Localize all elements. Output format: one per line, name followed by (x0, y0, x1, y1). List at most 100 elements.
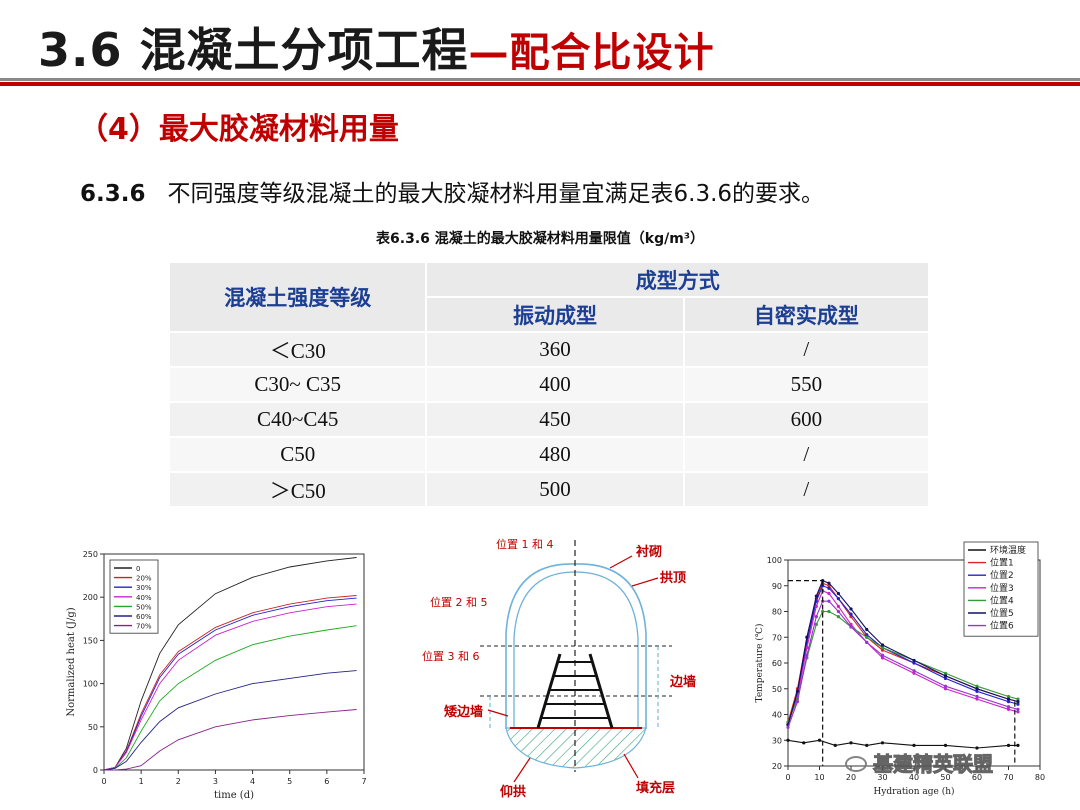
x-tick-label: 10 (814, 773, 824, 782)
data-point (975, 746, 979, 750)
data-point (802, 741, 806, 745)
data-point (805, 635, 809, 639)
cell-self: / (682, 436, 931, 473)
data-point (975, 687, 979, 691)
data-point (865, 633, 869, 637)
data-point (836, 597, 840, 601)
data-point (817, 738, 822, 742)
label-fill: 填充层 (636, 780, 675, 796)
data-point (827, 609, 831, 614)
legend-entry: 60% (136, 613, 152, 621)
data-point (814, 615, 818, 619)
data-point (836, 604, 840, 608)
cell-vibration: 360 (425, 331, 685, 368)
data-point (975, 684, 979, 688)
data-point (865, 635, 869, 639)
data-point (975, 689, 979, 693)
table-row: C40~C45 450 600 (167, 401, 931, 438)
data-point (943, 671, 948, 675)
table-row: ＜C30 360 / (167, 331, 931, 368)
cell-grade: C50 (167, 436, 428, 473)
header-self-compacting: 自密实成型 (682, 296, 931, 333)
series-line (787, 739, 1018, 749)
cell-self: 600 (682, 401, 931, 438)
data-point (814, 622, 818, 626)
label-vault: 拱顶 (660, 570, 686, 586)
data-point (880, 648, 885, 652)
cell-vibration: 500 (425, 471, 685, 508)
pointer-shortwall (487, 709, 509, 717)
legend-entry: 位置2 (990, 569, 1014, 581)
data-point (880, 645, 885, 650)
cell-self: / (682, 331, 931, 368)
data-point (943, 687, 948, 691)
data-point (827, 581, 831, 585)
legend-box (109, 559, 159, 634)
data-point (1006, 743, 1011, 747)
cell-grade: ＜C30 (167, 331, 428, 368)
x-tick-label: 1 (139, 777, 144, 786)
title-main-text: 3.6 混凝土分项工程 (38, 23, 469, 77)
x-tick-label: 50 (940, 773, 950, 782)
y-tick-label: 100 (767, 556, 782, 565)
y-tick-label: 60 (772, 659, 782, 668)
x-tick-label: 70 (1003, 773, 1013, 782)
data-point (1006, 707, 1011, 711)
data-point (912, 661, 916, 665)
data-point (943, 743, 948, 747)
label-pos36: 位置 3 和 6 (422, 649, 480, 663)
series-line (103, 625, 357, 771)
y-tick-label: 50 (772, 685, 782, 694)
pointer-invert (513, 757, 531, 783)
data-point (912, 669, 916, 673)
tunnel-diagram: 位置 1 和 4 位置 2 和 5 位置 3 和 6 衬砌 拱顶 边墙 矮边墙 … (410, 534, 710, 804)
table-row: ＞C50 500 / (167, 471, 931, 508)
x-axis-label: Hydration age (h) (873, 786, 954, 797)
x-tick-label: 30 (877, 773, 887, 782)
invert-hatch (505, 727, 647, 769)
data-point (1016, 697, 1020, 701)
y-tick-label: 100 (83, 680, 98, 689)
y-tick-label: 40 (772, 711, 782, 720)
y-axis-label: Temperature (℃) (754, 624, 765, 703)
legend-entry: 70% (136, 623, 152, 631)
watermark: 基建精英联盟 (845, 748, 994, 777)
data-point (1016, 707, 1020, 711)
legend-entry: 环境温度 (990, 544, 1026, 556)
data-point (814, 594, 818, 598)
cell-vibration: 400 (425, 366, 685, 403)
data-point (1006, 694, 1011, 699)
title-rule-red (0, 82, 1080, 86)
x-tick-label: 5 (287, 777, 292, 786)
legend-entry: 位置5 (990, 607, 1014, 619)
data-point (943, 674, 948, 678)
lining-inner (513, 571, 639, 729)
x-tick-label: 3 (213, 777, 218, 786)
y-tick-label: 0 (93, 766, 98, 775)
cell-grade: ＞C50 (167, 471, 428, 508)
data-point (912, 658, 916, 663)
data-point (912, 743, 916, 747)
label-lining: 衬砌 (636, 544, 662, 560)
data-point (821, 609, 825, 614)
x-tick-label: 0 (101, 777, 106, 786)
title-bar: 3.6 混凝土分项工程—配合比设计 (0, 0, 1080, 92)
x-tick-label: 40 (909, 773, 919, 782)
y-tick-label: 200 (83, 593, 98, 602)
y-tick-label: 30 (772, 736, 782, 745)
title-rule-gray (0, 78, 1080, 81)
x-tick-label: 0 (785, 773, 790, 782)
header-grade: 混凝土强度等级 (167, 261, 428, 333)
data-point (821, 584, 825, 588)
x-tick-label: 4 (250, 777, 255, 786)
table-row: C30~ C35 400 550 (167, 366, 931, 403)
x-axis-label: time (d) (214, 790, 254, 801)
cell-vibration: 450 (425, 401, 685, 438)
x-tick-label: 60 (972, 773, 982, 782)
data-point (836, 615, 840, 619)
data-point (833, 743, 837, 747)
data-point (836, 609, 840, 614)
legend-entry: 20% (136, 575, 152, 583)
clause: 6.3.6 不同强度等级混凝土的最大胶凝材料用量宜满足表6.3.6的要求。 (80, 174, 824, 208)
watermark-text: 基建精英联盟 (873, 752, 994, 777)
